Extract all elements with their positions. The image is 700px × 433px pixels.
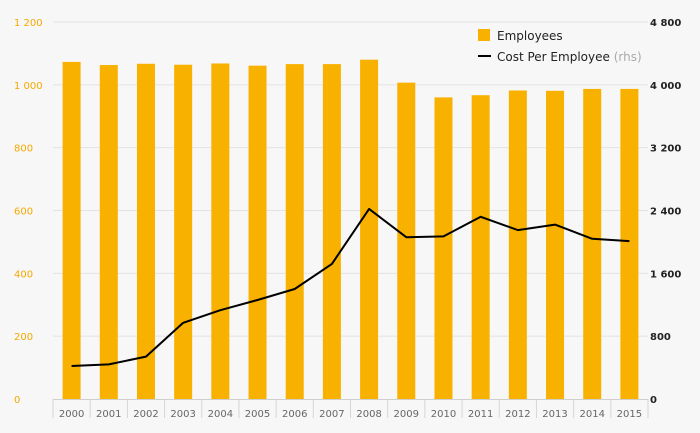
x-tick-label: 2008 (356, 409, 381, 420)
bar-employees-2001 (99, 65, 118, 399)
bar-employees-2002 (136, 63, 155, 399)
legend-cost-label: Cost Per Employee (rhs) (497, 50, 642, 64)
bar-employees-2009 (397, 82, 416, 400)
legend-cost-rhs-note: (rhs) (614, 50, 642, 64)
x-tick-label: 2000 (59, 409, 84, 420)
bar-employees-2004 (211, 63, 230, 399)
x-tick-label: 2004 (208, 409, 233, 420)
right-y-tick-label: 3 200 (650, 144, 681, 155)
x-tick-label: 2006 (282, 409, 307, 420)
bar-employees-2008 (360, 59, 379, 399)
x-tick-label: 2011 (468, 409, 493, 420)
bar-employees-2012 (508, 90, 527, 399)
right-y-tick-label: 2 400 (650, 207, 681, 218)
x-tick-label: 2014 (579, 409, 604, 420)
x-tick-label: 2012 (505, 409, 530, 420)
line-cost-per-employee (71, 207, 630, 367)
x-tick-label: 2007 (319, 409, 344, 420)
legend: Employees Cost Per Employee (rhs) (478, 29, 642, 64)
employees-bars (62, 59, 639, 400)
left-y-tick-label: 400 (14, 269, 33, 280)
legend-employees-swatch (478, 29, 490, 41)
right-y-axis: 0 800 1 600 2 400 3 200 4 000 4 800 (650, 18, 681, 406)
left-y-tick-label: 0 (14, 395, 20, 406)
x-tick-label: 2010 (431, 409, 456, 420)
bar-employees-2015 (620, 88, 639, 399)
x-tick-label: 2001 (96, 409, 121, 420)
left-y-tick-label: 1 000 (14, 81, 43, 92)
bar-employees-2014 (583, 88, 602, 399)
bar-employees-2007 (322, 64, 341, 400)
right-y-tick-label: 4 800 (650, 18, 681, 29)
x-tick-label: 2009 (394, 409, 419, 420)
right-y-tick-label: 0 (650, 395, 657, 406)
right-y-tick-label: 1 600 (650, 269, 681, 280)
x-tick-label: 2015 (617, 409, 642, 420)
right-y-tick-label: 800 (650, 332, 671, 343)
left-y-tick-label: 600 (14, 207, 33, 218)
legend-employees-label: Employees (497, 29, 563, 43)
cost-per-employee-line (71, 207, 630, 367)
bar-employees-2000 (62, 61, 81, 399)
left-y-tick-label: 200 (14, 332, 33, 343)
x-tick-label: 2005 (245, 409, 270, 420)
bar-employees-2010 (434, 97, 453, 400)
bar-employees-2006 (285, 64, 304, 400)
bar-employees-2005 (248, 65, 267, 400)
x-axis: 2000 2001 2002 2003 2004 2005 2006 2007 2008 2009… (52, 399, 649, 420)
bar-employees-2003 (174, 64, 193, 399)
x-tick-label: 2002 (133, 409, 158, 420)
bar-employees-2013 (546, 90, 565, 400)
left-y-tick-label: 800 (14, 144, 33, 155)
left-y-tick-label: 1 200 (14, 18, 43, 29)
bar-employees-2011 (471, 95, 490, 399)
left-y-axis: 0 200 400 600 800 1 000 1 200 (14, 18, 43, 406)
x-tick-label: 2003 (170, 409, 195, 420)
x-tick-label: 2013 (542, 409, 567, 420)
right-y-tick-label: 4 000 (650, 81, 681, 92)
legend-cost-name: Cost Per Employee (497, 50, 610, 64)
